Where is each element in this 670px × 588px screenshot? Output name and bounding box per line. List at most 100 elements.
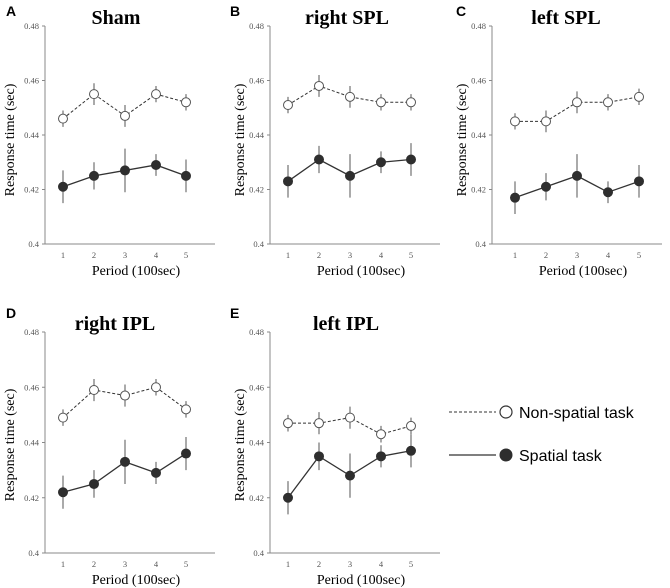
data-point-spatial	[283, 176, 293, 187]
data-point-nonspatial	[283, 418, 293, 429]
y-tick-label: 0.42	[24, 493, 39, 503]
data-point-nonspatial	[151, 382, 161, 393]
data-point-spatial	[89, 478, 99, 489]
y-tick-label: 0.4	[253, 239, 264, 249]
series-line-nonspatial	[287, 85, 411, 106]
x-tick-label: 4	[606, 250, 611, 260]
x-tick-label: 3	[123, 250, 127, 260]
y-tick-label: 0.46	[24, 382, 39, 392]
series-spatial	[58, 436, 191, 509]
panel-title: right SPL	[305, 7, 389, 29]
y-tick-label: 0.46	[249, 76, 264, 86]
series-spatial	[283, 434, 416, 515]
x-tick-label: 5	[409, 250, 413, 260]
data-point-nonspatial	[345, 91, 355, 102]
y-tick-label: 0.48	[249, 21, 264, 31]
series-spatial	[58, 148, 191, 204]
y-tick-label: 0.46	[24, 76, 39, 86]
x-tick-label: 2	[317, 250, 321, 260]
data-point-nonspatial	[603, 97, 613, 108]
legend: Non-spatial task Spatial task	[449, 405, 635, 465]
data-point-nonspatial	[120, 110, 130, 121]
data-point-spatial	[283, 492, 293, 503]
x-tick-label: 2	[544, 250, 548, 260]
y-tick-label: 0.4	[28, 548, 39, 558]
data-point-spatial	[345, 470, 355, 481]
y-tick-label: 0.4	[475, 239, 486, 249]
y-tick-label: 0.48	[24, 327, 39, 337]
data-point-spatial	[376, 157, 386, 168]
data-point-nonspatial	[89, 89, 99, 100]
x-tick-label: 4	[154, 559, 159, 569]
series-nonspatial	[58, 83, 191, 127]
y-tick-label: 0.42	[249, 493, 264, 503]
x-tick-label: 5	[184, 250, 188, 260]
legend-marker-spatial	[499, 448, 513, 462]
x-tick-label: 1	[61, 250, 65, 260]
x-tick-label: 1	[513, 250, 517, 260]
y-axis-label: Response time (sec)	[455, 83, 470, 196]
panel-letter: A	[6, 3, 16, 19]
series-nonspatial	[510, 88, 644, 133]
data-point-nonspatial	[376, 97, 386, 108]
data-point-spatial	[151, 467, 161, 478]
data-point-spatial	[181, 170, 191, 181]
series-nonspatial	[283, 75, 416, 114]
y-tick-label: 0.48	[471, 21, 486, 31]
panel-title: left IPL	[313, 313, 379, 335]
data-point-spatial	[406, 154, 416, 165]
x-tick-label: 3	[348, 559, 352, 569]
y-tick-label: 0.42	[471, 185, 486, 195]
data-point-spatial	[58, 487, 68, 498]
x-tick-label: 3	[348, 250, 352, 260]
data-point-nonspatial	[345, 412, 355, 423]
data-point-spatial	[634, 176, 644, 187]
panel-letter: C	[456, 3, 466, 19]
x-tick-label: 4	[379, 250, 384, 260]
x-axis-label: Period (100sec)	[317, 573, 406, 588]
data-point-spatial	[120, 456, 130, 467]
data-point-nonspatial	[406, 420, 416, 431]
y-tick-label: 0.4	[28, 239, 39, 249]
data-point-spatial	[406, 445, 416, 456]
data-point-spatial	[89, 170, 99, 181]
data-point-nonspatial	[181, 97, 191, 108]
data-point-spatial	[120, 165, 130, 176]
data-point-spatial	[345, 170, 355, 181]
data-point-nonspatial	[406, 97, 416, 108]
data-point-nonspatial	[314, 80, 324, 91]
data-point-spatial	[58, 181, 68, 192]
legend-label-nonspatial: Non-spatial task	[519, 405, 635, 422]
data-point-nonspatial	[181, 404, 191, 415]
x-tick-label: 4	[154, 250, 159, 260]
y-tick-label: 0.4	[253, 548, 264, 558]
series-line-nonspatial	[62, 386, 187, 419]
panel-letter: E	[230, 305, 239, 321]
data-point-nonspatial	[634, 91, 644, 102]
data-point-spatial	[572, 170, 582, 181]
data-point-nonspatial	[58, 113, 68, 124]
x-tick-label: 1	[61, 559, 65, 569]
panel-letter: D	[6, 305, 16, 321]
y-tick-label: 0.44	[249, 130, 265, 140]
x-tick-label: 2	[317, 559, 321, 569]
y-tick-label: 0.44	[471, 130, 487, 140]
panel-title: right IPL	[75, 313, 156, 335]
series-nonspatial	[283, 406, 416, 443]
data-point-spatial	[376, 451, 386, 462]
y-axis-label: Response time (sec)	[3, 388, 18, 501]
y-tick-label: 0.42	[24, 185, 39, 195]
series-spatial	[283, 143, 416, 198]
data-point-spatial	[541, 181, 551, 192]
data-point-nonspatial	[58, 412, 68, 423]
series-nonspatial	[58, 378, 191, 426]
panel-title: Sham	[92, 7, 141, 29]
data-point-nonspatial	[314, 418, 324, 429]
data-point-nonspatial	[89, 385, 99, 396]
y-axis-label: Response time (sec)	[233, 388, 248, 501]
